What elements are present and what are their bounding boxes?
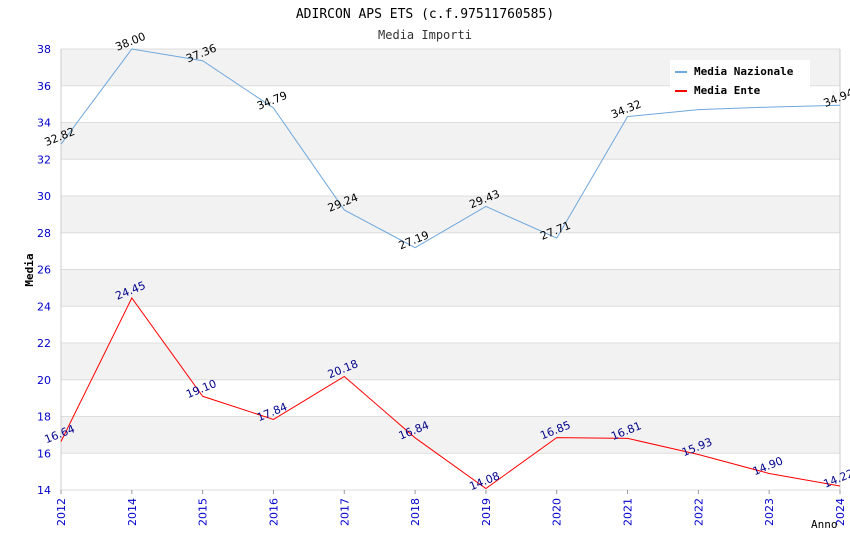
chart-title: ADIRCON APS ETS (c.f.97511760585)	[296, 7, 554, 22]
grid-band	[61, 269, 840, 307]
y-tick-label: 22	[37, 337, 51, 350]
y-tick-label: 30	[37, 190, 51, 203]
series-lines	[60, 48, 841, 490]
grid-band	[61, 159, 840, 196]
y-tick-label: 26	[37, 264, 51, 277]
grid-band	[61, 232, 840, 270]
x-tick-label: 2012	[55, 498, 68, 526]
grid-band	[61, 306, 840, 343]
y-tick-label: 28	[37, 227, 51, 240]
grid-band	[61, 122, 840, 160]
legend: Media Nazionale Media Ente	[670, 60, 810, 102]
y-tick-label: 36	[37, 80, 51, 93]
y-axis-label: Media	[23, 253, 36, 286]
legend-label-nazionale: Media Nazionale	[694, 65, 794, 78]
x-tick-label: 2014	[126, 498, 139, 526]
y-tick-label: 14	[37, 484, 51, 497]
grid-bands	[60, 48, 841, 491]
grid-band	[61, 416, 840, 454]
y-tick-label: 38	[37, 43, 51, 56]
legend-label-ente: Media Ente	[694, 84, 761, 97]
x-tick-label: 2015	[197, 498, 210, 526]
grid-band	[61, 343, 840, 380]
x-tick-label: 2017	[338, 498, 351, 526]
y-tick-label: 24	[37, 300, 51, 313]
x-tick-label: 2022	[692, 498, 705, 526]
series-line-media-ente	[60, 297, 841, 490]
y-tick-label: 18	[37, 411, 51, 424]
grid-band	[61, 379, 840, 417]
x-tick-label: 2018	[409, 498, 422, 526]
x-tick-label: 2020	[551, 498, 564, 526]
x-axis-label: Anno	[811, 518, 838, 531]
x-tick-label: 2016	[267, 498, 280, 526]
series-line-media-nazionale	[60, 48, 841, 249]
y-axis-ticks: 14 16 18 20 22 24 26 28 30 32 34 36 38	[37, 43, 51, 497]
y-tick-label: 16	[37, 447, 51, 460]
x-tick-label: 2023	[763, 498, 776, 526]
y-tick-label: 34	[37, 117, 51, 130]
x-axis-ticks: 2012 2014 2015 2016 2017 2018 2019 2020 2021 2022…	[55, 490, 847, 526]
y-tick-label: 32	[37, 153, 51, 166]
x-tick-label: 2024	[834, 498, 847, 526]
grid-band	[61, 453, 840, 490]
chart-subtitle: Media Importi	[378, 28, 472, 42]
x-tick-label: 2021	[622, 498, 635, 526]
x-tick-label: 2019	[480, 498, 493, 526]
y-tick-label: 20	[37, 374, 51, 387]
